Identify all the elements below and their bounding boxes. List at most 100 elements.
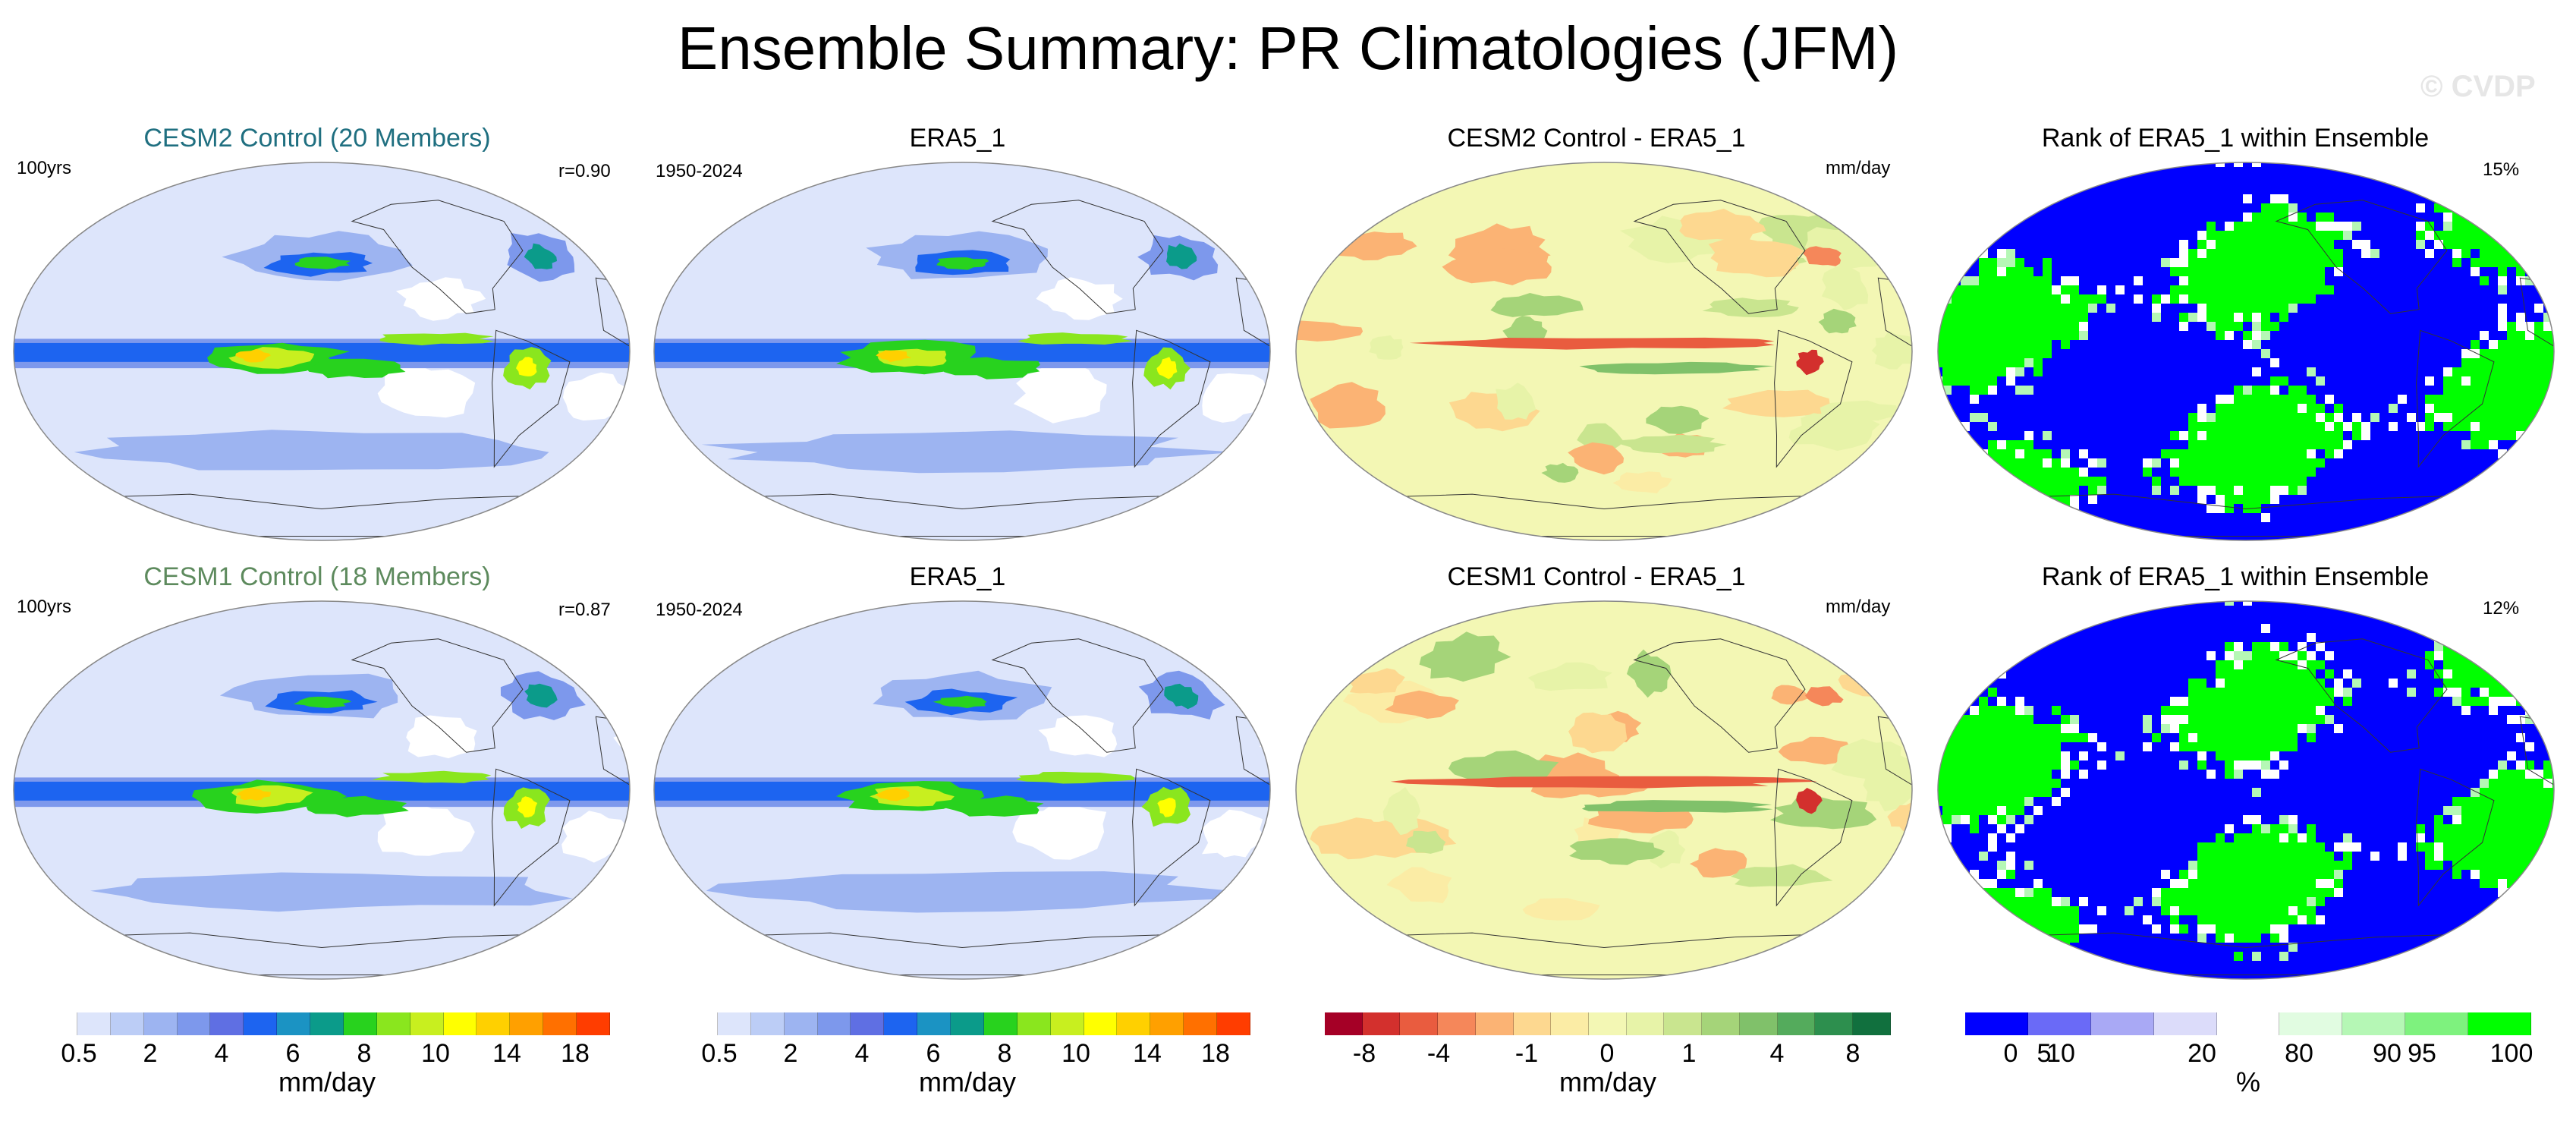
rank-cell: [1942, 468, 1952, 477]
rank-cell: [2534, 531, 2543, 540]
rank-cell: [1961, 924, 1970, 934]
difference-patch: [1588, 805, 1694, 834]
rank-cell: [2279, 240, 2288, 249]
rank-cell: [1942, 167, 1952, 176]
rank-cell: [2261, 706, 2270, 715]
rank-cell: [2033, 477, 2043, 486]
rank-cell: [2243, 395, 2252, 404]
rank-cell: [2543, 651, 2552, 660]
rank-cell: [2489, 879, 2498, 888]
rank-cell: [2461, 842, 2471, 852]
rank-cell: [1961, 349, 1970, 358]
rank-cell: [1942, 788, 1952, 797]
panel-label-years: 100yrs: [17, 597, 72, 617]
rank-cell: [2489, 162, 2498, 167]
rank-cell: [2489, 633, 2498, 642]
rank-cell: [1979, 222, 1988, 231]
rank-cell: [2434, 413, 2443, 422]
rank-cell: [2024, 706, 2033, 715]
rank-cell: [2307, 861, 2316, 870]
rank-cell: [2498, 952, 2507, 961]
rank-cell: [1961, 779, 1970, 788]
rank-cell: [2507, 331, 2516, 340]
rank-cell: [2006, 833, 2015, 842]
rank-cell: [2270, 495, 2279, 504]
rank-cell: [2106, 304, 2115, 313]
rank-cell: [2543, 679, 2552, 688]
rank-cell: [2461, 203, 2471, 213]
rank-cell: [1952, 531, 1961, 540]
rank-cell: [1988, 440, 1997, 449]
rank-cell: [2434, 642, 2443, 651]
rank-cell: [2552, 824, 2554, 833]
rank-cell: [2270, 770, 2279, 779]
rank-cell: [2243, 422, 2252, 431]
rank-cell: [1988, 742, 1997, 751]
rank-cell: [1961, 176, 1970, 185]
dry-zone-s-atlantic: [1202, 373, 1269, 423]
rank-cell: [2471, 642, 2480, 651]
rank-cell: [2516, 642, 2525, 651]
rank-cell: [2507, 340, 2516, 349]
rank-cell: [1988, 624, 1997, 633]
rank-cell: [1952, 495, 1961, 504]
rank-cell: [2543, 669, 2552, 679]
rank-cell: [2288, 852, 2298, 861]
coastline-africa: [595, 277, 630, 426]
rank-cell: [2043, 751, 2052, 760]
rank-cell: [2325, 697, 2334, 706]
rank-cell: [2043, 322, 2052, 331]
rank-cell: [2015, 540, 2024, 545]
rank-cell: [1979, 879, 1988, 888]
rank-cell: [2452, 376, 2461, 386]
rank-cell: [2033, 733, 2043, 742]
rank-cell: [2498, 651, 2507, 660]
rank-cell: [2225, 651, 2234, 660]
rank-cell: [2534, 194, 2543, 203]
rank-cell: [2261, 742, 2270, 751]
rank-cell: [2252, 861, 2261, 870]
rank-cell: [2489, 376, 2498, 386]
rank-cell: [2552, 313, 2554, 322]
rank-cell: [2416, 833, 2425, 842]
rank-cell: [2043, 906, 2052, 915]
rank-cell: [2052, 304, 2061, 313]
rank-cell: [2052, 897, 2061, 906]
rank-cell: [2525, 952, 2534, 961]
rank-cell: [2343, 222, 2352, 231]
rank-cell: [1997, 249, 2006, 258]
rank-cell: [2471, 267, 2480, 276]
rank-cell: [2298, 294, 2307, 304]
rank-cell: [2525, 779, 2534, 788]
rank-cell: [1961, 294, 1970, 304]
rank-cell: [2261, 924, 2270, 934]
rank-cell: [2216, 258, 2225, 267]
rank-cell: [1938, 751, 1942, 760]
rank-cell: [2307, 688, 2316, 697]
rank-cell: [2279, 404, 2288, 413]
rank-cell: [2052, 313, 2061, 322]
rank-cell: [2061, 504, 2070, 513]
rank-cell: [2288, 267, 2298, 276]
rank-cell: [2206, 697, 2216, 706]
rank-cell: [1970, 395, 1979, 404]
colorbar-tick-label: 100: [2490, 1039, 2534, 1068]
difference-patch: [1731, 864, 1833, 887]
rank-cell: [1952, 815, 1961, 824]
rank-cell: [2316, 861, 2325, 870]
rank-cell: [2024, 770, 2033, 779]
rank-cell: [2507, 870, 2516, 879]
rank-cell: [2525, 222, 2534, 231]
rank-cell: [2471, 833, 2480, 842]
rank-cell: [2288, 477, 2298, 486]
rank-cell: [2325, 715, 2334, 724]
rank-cell: [2507, 531, 2516, 540]
rank-cell: [2498, 194, 2507, 203]
rank-cell: [2507, 413, 2516, 422]
rank-cell: [2471, 349, 2480, 358]
rank-cell: [2525, 513, 2534, 522]
rank-cell: [1942, 367, 1952, 376]
rank-cell: [2252, 404, 2261, 413]
rank-cell: [2270, 458, 2279, 468]
rank-cell: [2006, 706, 2015, 715]
